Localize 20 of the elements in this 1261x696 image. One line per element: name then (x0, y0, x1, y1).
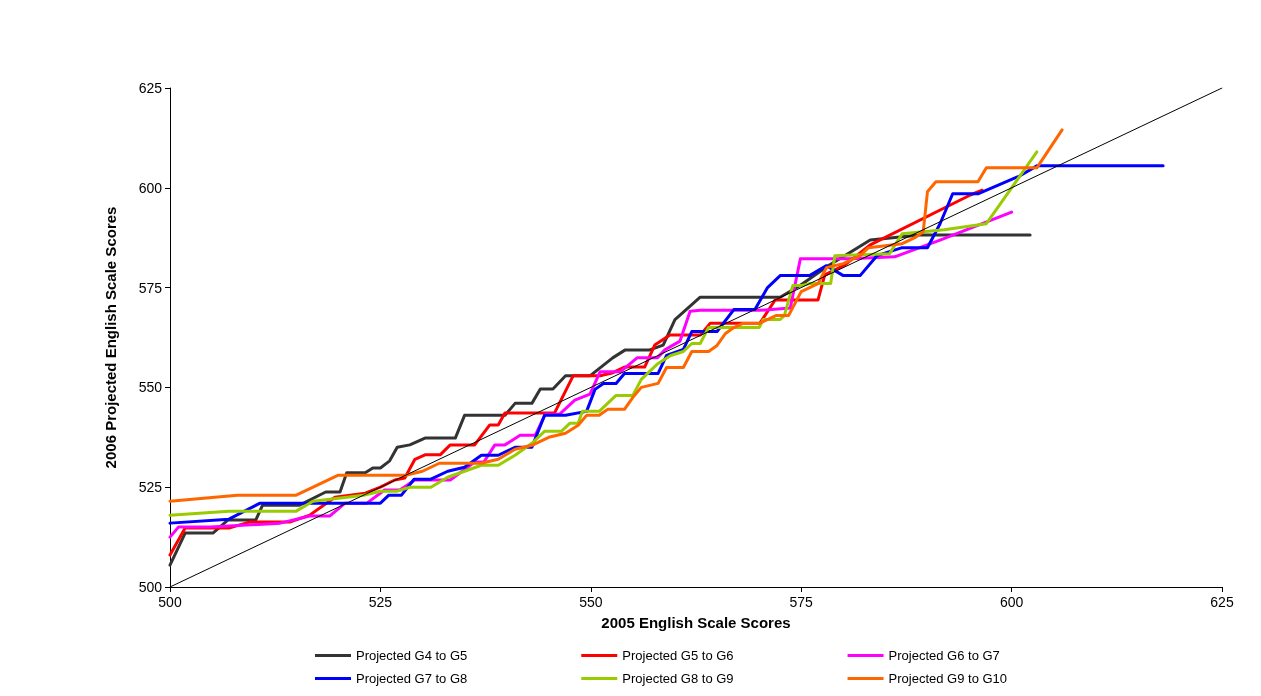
y-tick-label: 600 (138, 179, 163, 196)
x-tick-label: 625 (1210, 594, 1234, 610)
legend-label: Projected G6 to G7 (888, 648, 1000, 663)
x-tick-label: 575 (789, 594, 814, 610)
legend-label: Projected G7 to G8 (356, 671, 468, 686)
x-tick-label: 525 (368, 594, 393, 610)
y-tick-label: 550 (138, 379, 163, 396)
y-tick-label: 525 (138, 479, 163, 496)
y-tick-label: 575 (138, 279, 163, 296)
x-tick-label: 600 (999, 594, 1024, 610)
x-axis-title: 2005 English Scale Scores (601, 614, 791, 631)
y-axis-title: 2006 Projected English Scale Scores (102, 206, 119, 469)
legend-label: Projected G5 to G6 (622, 648, 734, 663)
legend-label: Projected G9 to G10 (888, 671, 1008, 686)
y-tick-label: 625 (138, 80, 163, 96)
x-tick-label: 500 (158, 594, 182, 610)
legend-label: Projected G8 to G9 (622, 671, 734, 686)
x-tick-label: 550 (579, 594, 603, 610)
legend-label: Projected G4 to G5 (356, 648, 468, 663)
y-tick-label: 500 (138, 579, 163, 595)
